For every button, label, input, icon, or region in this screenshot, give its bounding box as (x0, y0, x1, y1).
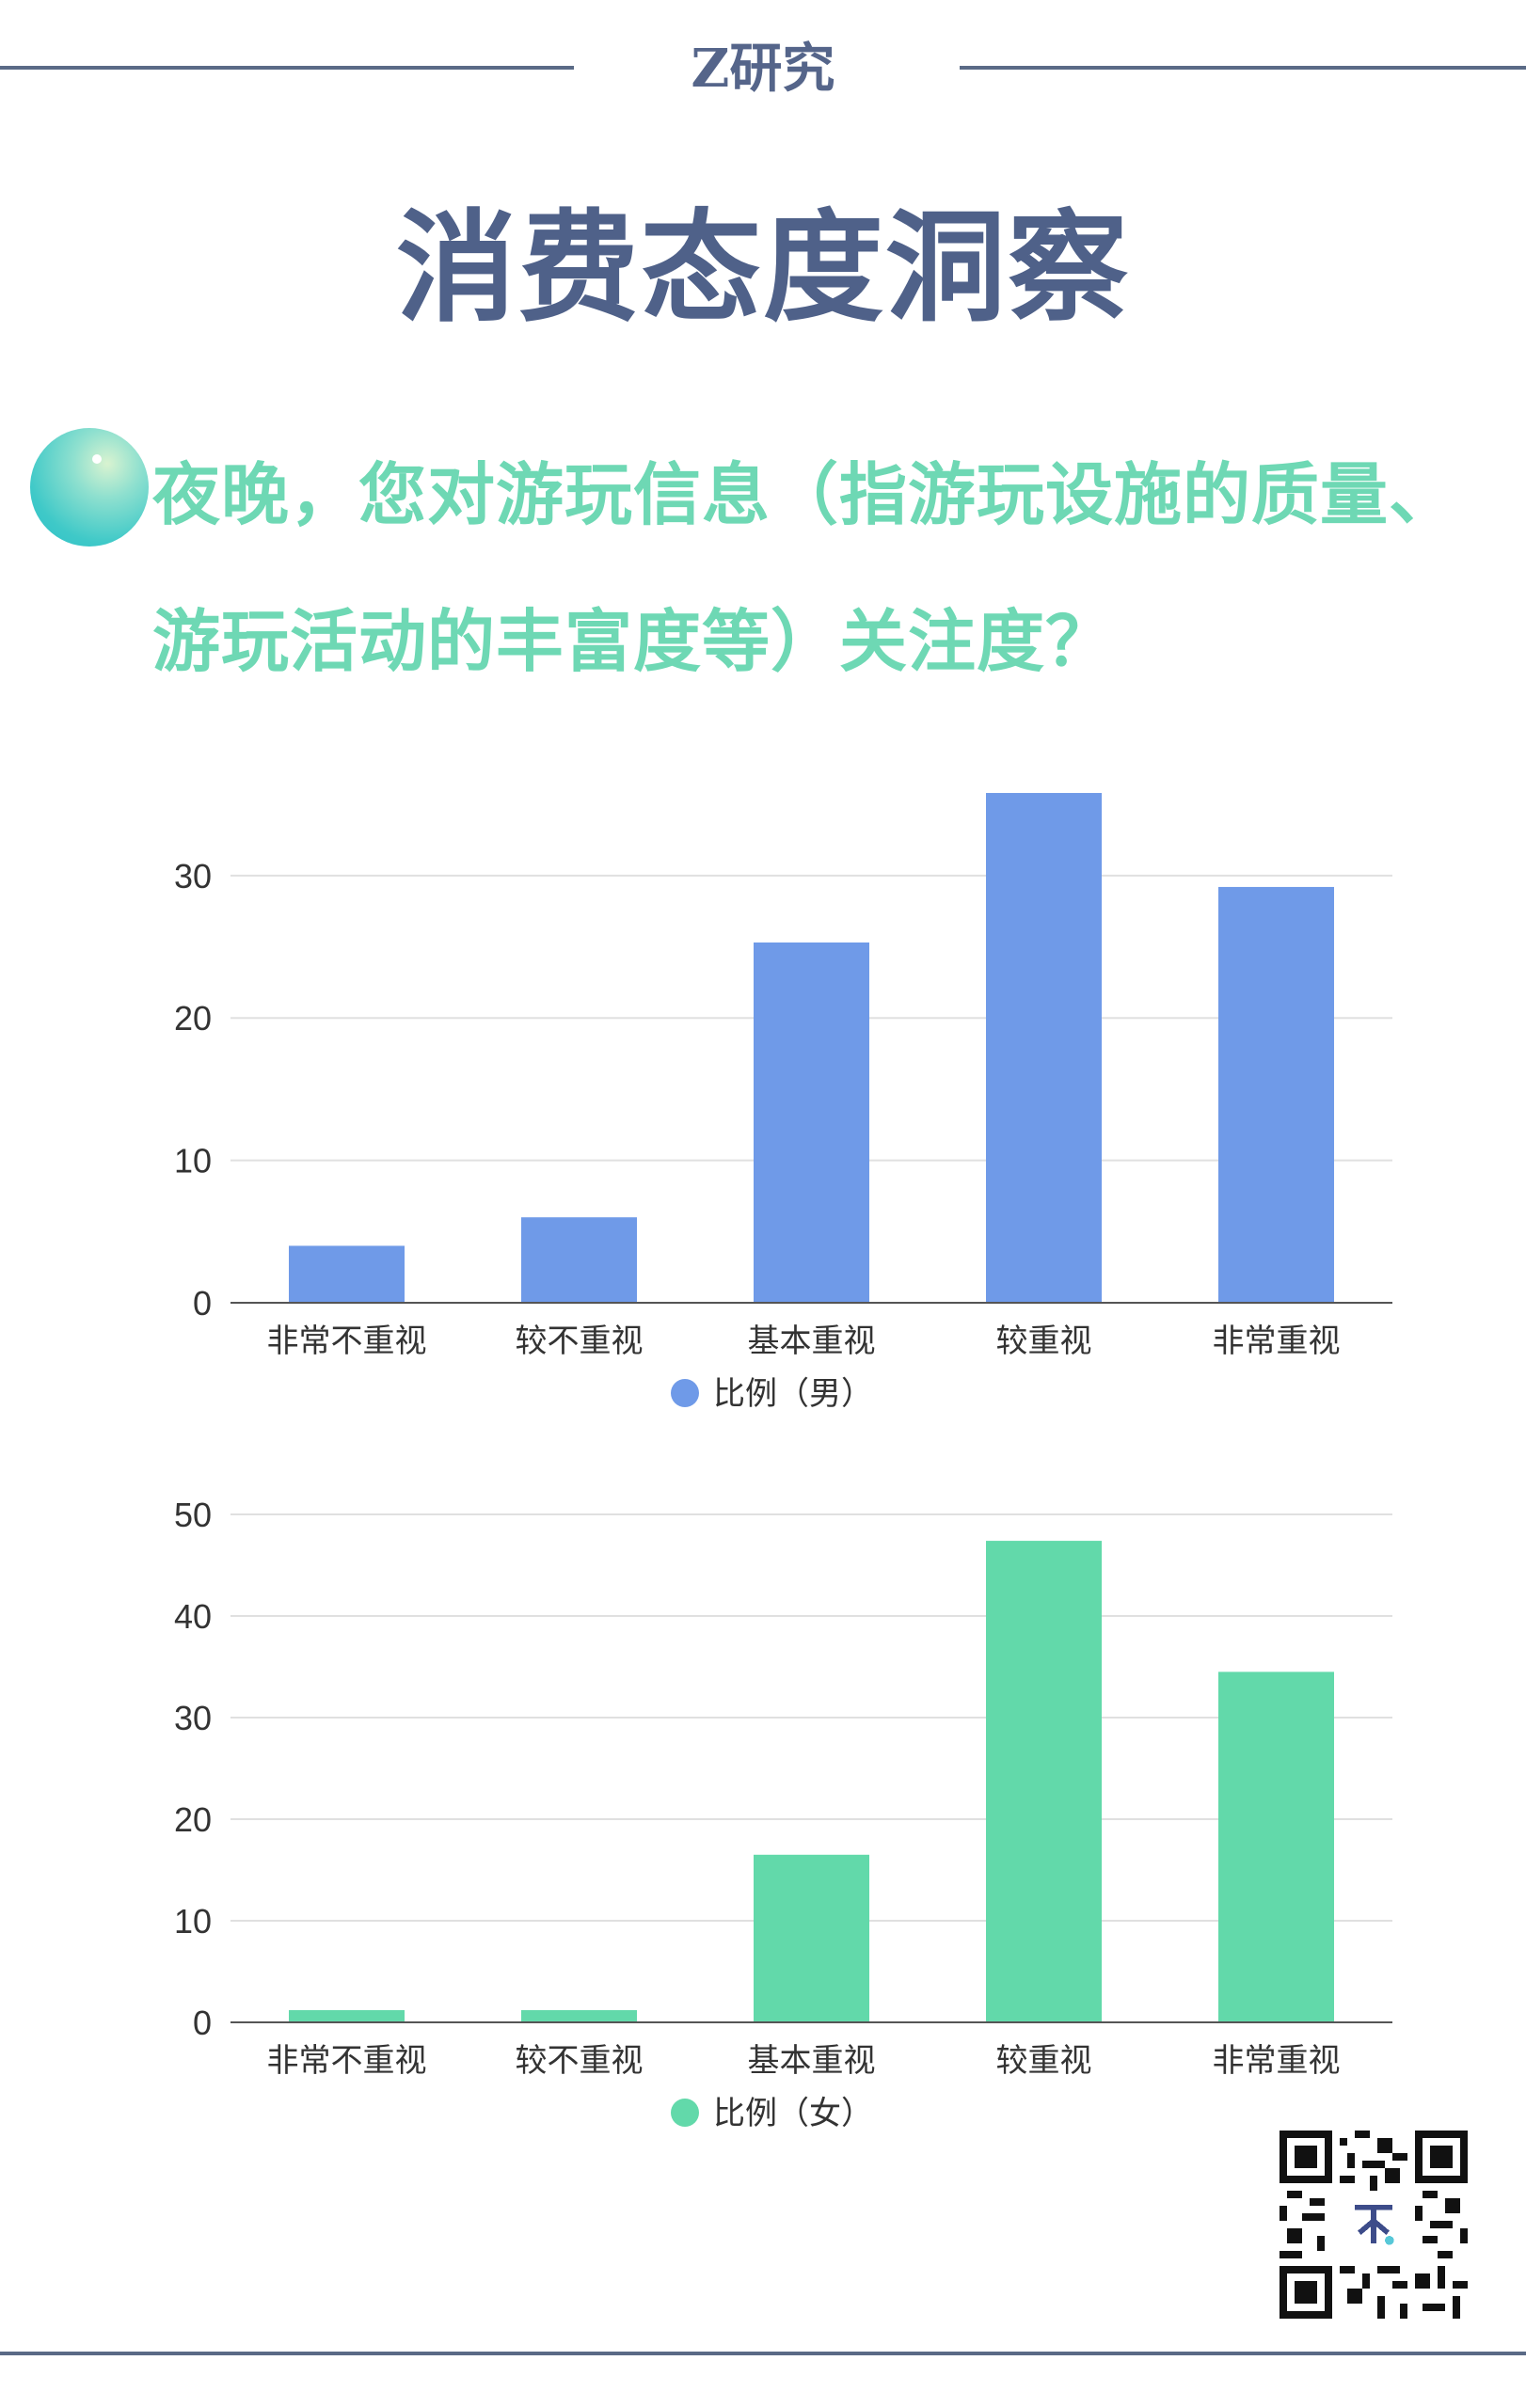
y-tick-label: 50 (174, 1496, 212, 1534)
x-tick-label: 非常重视 (1213, 2042, 1341, 2080)
y-tick-label: 10 (174, 1142, 212, 1180)
y-tick-label: 20 (174, 1800, 212, 1839)
y-tick-label: 0 (193, 2004, 212, 2042)
female-ratio-chart: 0 10 20 30 40 50 非常不重视 较不重视 基本重视 较重视 非常重视比例（女） (0, 1467, 1526, 2163)
bar-4 (986, 1541, 1102, 2022)
legend-marker (671, 2099, 699, 2127)
legend-label: 比例（女） (713, 2095, 873, 2132)
x-tick-label: 较重视 (996, 1323, 1092, 1360)
bar-2 (521, 2010, 637, 2022)
y-tick-label: 40 (174, 1597, 212, 1636)
qr-code (1280, 2131, 1468, 2319)
footer-rule (0, 2352, 1526, 2355)
x-tick-label: 非常不重视 (267, 2042, 427, 2080)
brand-label: Z研究 (691, 38, 835, 100)
y-tick-label: 20 (174, 999, 212, 1038)
y-tick-label: 30 (174, 1699, 212, 1737)
bar-4 (986, 793, 1102, 1303)
question-text: 夜晚，您对游玩信息（指游玩设施的质量、游玩活动的丰富度等）关注度？ (152, 454, 1458, 681)
y-tick-label: 30 (174, 857, 212, 895)
header-rule-left (0, 66, 574, 70)
bar-1 (289, 1245, 405, 1303)
x-tick-label: 较重视 (996, 2042, 1092, 2080)
x-tick-label: 非常重视 (1213, 1323, 1341, 1360)
legend-marker (671, 1379, 699, 1407)
page-title: 消费态度洞察 (395, 198, 1130, 339)
x-tick-label: 较不重视 (516, 2042, 644, 2080)
x-tick-label: 基本重视 (748, 1323, 876, 1360)
header-rule-right (960, 66, 1526, 70)
x-tick-label: 基本重视 (748, 2042, 876, 2080)
y-tick-label: 0 (193, 1284, 212, 1323)
bar-3 (754, 942, 869, 1303)
bubble-icon (30, 428, 149, 547)
bar-2 (521, 1217, 637, 1303)
legend-label: 比例（男） (713, 1375, 873, 1413)
x-tick-label: 非常不重视 (267, 1323, 427, 1360)
y-tick-label: 10 (174, 1902, 212, 1941)
bar-5 (1218, 1671, 1334, 2022)
bar-5 (1218, 886, 1334, 1303)
bar-1 (289, 2010, 405, 2022)
bar-3 (754, 1854, 869, 2022)
x-tick-label: 较不重视 (516, 1323, 644, 1360)
male-ratio-chart: 0 10 20 30 非常不重视 较不重视 基本重视 较重视 非常重视比例（男） (0, 790, 1526, 1449)
bubble-highlight (92, 454, 102, 464)
